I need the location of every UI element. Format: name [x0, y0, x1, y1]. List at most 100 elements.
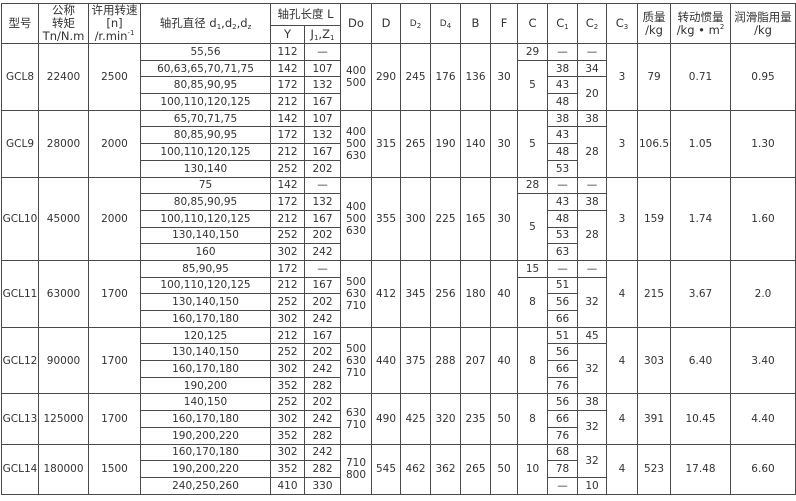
table-body: GCL8 22400 2500 55,56 112—400 500 290 245 176 136…: [1, 43, 796, 495]
c-cell: 29: [517, 43, 548, 61]
torque-cell: 125000: [38, 393, 89, 445]
table-row: GCL8 22400 2500 55,56 112—400 500 290 245 176 136…: [1, 43, 796, 111]
header-mass: 质量/kg: [637, 3, 671, 44]
t: 1: [564, 23, 569, 31]
c-cell: 8: [517, 393, 548, 445]
length-j-cell: 242: [304, 310, 341, 328]
length-y-cell: 172: [270, 193, 305, 211]
inertia-cell: 1.74: [670, 176, 731, 261]
header-speed-unit: /r.min: [94, 29, 128, 43]
d2-cell: 345: [400, 259, 431, 328]
header-grease: 润滑脂用量/kg: [730, 3, 796, 44]
length-j-cell: 132: [304, 76, 341, 95]
length-j-cell: 242: [304, 243, 341, 261]
header-speed: 许用转速 [n]/r.min-1: [88, 3, 141, 44]
b-cell: 180: [460, 259, 491, 328]
c2-cell: —: [577, 43, 607, 61]
header-C1: C1: [547, 3, 578, 44]
length-y-cell: 212: [270, 326, 305, 345]
do-value: 500: [345, 212, 367, 225]
do-cell: 400 500: [340, 43, 372, 111]
do-cell: 710 800: [340, 443, 372, 495]
do-value: 630: [345, 287, 367, 300]
do-value: 500: [345, 275, 367, 288]
c1-cell: 56: [547, 393, 578, 412]
do-value: 710: [345, 366, 367, 379]
table-row: GCL13 125000 1700 140,150 252 202 630 710 490 425…: [1, 393, 796, 445]
table-row: GCL11 63000 1700 85,90,95 172—500 630 710 412 34…: [1, 259, 796, 328]
c2-cell: 28: [577, 209, 607, 261]
length-y-cell: 252: [270, 343, 305, 362]
length-j-cell: 132: [304, 193, 341, 211]
length-y-cell: 252: [270, 293, 305, 311]
length-j-cell: 107: [304, 109, 341, 128]
bore-diameter-cell: 85,90,95: [140, 259, 271, 278]
bore-diameter-cell: 100,110,120,125: [140, 209, 271, 228]
length-j-cell: 242: [304, 410, 341, 428]
c2-cell: —: [577, 259, 607, 278]
f-cell: 40: [490, 326, 518, 395]
c2-cell: 45: [577, 326, 607, 345]
length-y-cell: 142: [270, 176, 305, 195]
header-C2: C2: [577, 3, 607, 44]
bore-diameter-cell: 120,125: [140, 326, 271, 345]
length-j-cell: —: [304, 259, 341, 278]
header-Y: Y: [270, 25, 305, 44]
b-cell: 140: [460, 109, 491, 178]
bore-diameter-cell: 60,63,65,70,71,75: [140, 59, 271, 78]
length-j-cell: 282: [304, 460, 341, 478]
do-cell: 400 500 630: [340, 109, 372, 178]
c1-cell: 56: [547, 293, 578, 311]
t: 轴孔直径 d: [159, 16, 217, 30]
table-row: 80,85,90,95 172 132 43 28: [2, 126, 796, 178]
header-Do: Do: [340, 3, 372, 44]
c2-cell: 34: [577, 59, 607, 78]
table-row: 100,110,120,125 212 167 48: [2, 143, 796, 161]
length-j-cell: 167: [304, 143, 341, 161]
bore-diameter-cell: 160,170,180: [140, 443, 271, 462]
t: ,Z: [318, 27, 330, 42]
do-cell: 500 630 710: [340, 326, 372, 395]
c3-cell: 4: [606, 393, 638, 445]
inertia-cell: 10.45: [670, 393, 731, 445]
t: C: [556, 16, 565, 30]
length-j-cell: —: [304, 43, 341, 61]
t: z: [247, 23, 252, 31]
b-cell: 235: [460, 393, 491, 445]
speed-cell: 1700: [88, 259, 141, 328]
header-bore-length: 轴孔长度 L: [270, 2, 341, 27]
table-row: 130,140,150 252 202 56: [2, 293, 796, 311]
length-j-cell: 202: [304, 293, 341, 311]
length-y-cell: 252: [270, 159, 305, 178]
do-value: 500: [345, 342, 367, 355]
torque-cell: 180000: [38, 443, 89, 495]
do-value: 500: [345, 137, 367, 150]
length-y-cell: 352: [270, 426, 305, 445]
c-cell: 5: [517, 59, 548, 111]
c-cell: 5: [517, 109, 548, 178]
d2-cell: 265: [400, 109, 431, 178]
bore-diameter-cell: 160,170,180: [140, 360, 271, 378]
length-j-cell: —: [304, 176, 341, 195]
length-j-cell: 202: [304, 393, 341, 412]
d-cell: 545: [371, 443, 401, 495]
speed-cell: 1500: [88, 443, 141, 495]
bore-diameter-cell: 190,200,220: [140, 426, 271, 445]
header-speed-label: 许用转速: [91, 3, 138, 17]
t: 2: [719, 22, 725, 31]
c-cell: 10: [517, 443, 548, 495]
bore-diameter-cell: 160: [140, 243, 271, 261]
header-D2: D2: [400, 3, 431, 44]
d2-cell: 245: [400, 43, 431, 111]
length-y-cell: 212: [270, 143, 305, 161]
d-cell: 440: [371, 326, 401, 395]
length-y-cell: 252: [270, 393, 305, 412]
c-cell: 8: [517, 326, 548, 395]
c1-cell: 78: [547, 460, 578, 478]
c3-cell: 4: [606, 443, 638, 495]
header-speed-exp: -1: [127, 29, 135, 38]
torque-cell: 63000: [38, 259, 89, 328]
header-torque-line1: 公称: [52, 3, 75, 17]
model-cell: GCL13: [1, 393, 39, 445]
